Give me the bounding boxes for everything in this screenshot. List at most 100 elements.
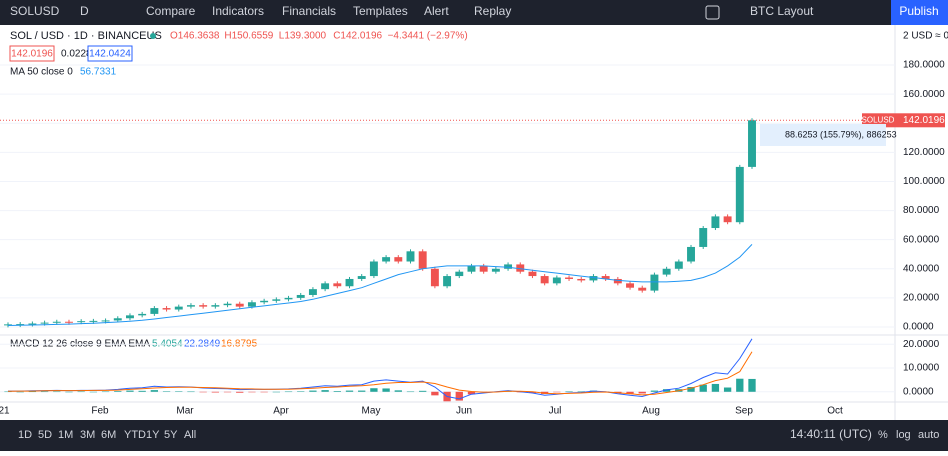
ohlc-value: C142.0196	[333, 31, 382, 42]
toolbar-item[interactable]: Alert	[424, 4, 449, 18]
histogram-bar	[736, 378, 744, 392]
ma-value: 56.7331	[80, 67, 117, 78]
toolbar-item[interactable]: Compare	[146, 4, 196, 18]
checkbox[interactable]	[705, 5, 720, 20]
candle	[626, 283, 634, 288]
histogram-bar	[138, 390, 146, 392]
bid-box	[9, 45, 55, 62]
candle	[40, 322, 49, 324]
range-button[interactable]: YTD	[124, 429, 146, 441]
candle	[89, 320, 98, 322]
clock: 14:40:11 (UTC)	[790, 427, 872, 441]
candle	[479, 265, 488, 272]
range-button[interactable]: 3M	[80, 429, 95, 441]
candle	[16, 324, 25, 326]
candle	[516, 264, 525, 272]
scale-option[interactable]: %	[878, 429, 888, 441]
histogram-bar	[687, 387, 695, 392]
candle	[4, 324, 12, 326]
histogram-bar	[723, 387, 732, 392]
price-tag-label: 142.0196	[903, 115, 945, 126]
candle	[65, 321, 73, 323]
candle	[577, 278, 586, 281]
candle	[394, 257, 403, 262]
candle	[199, 305, 208, 307]
histogram-bar	[553, 391, 561, 393]
time-label: Aug	[642, 406, 660, 417]
histogram-bar	[419, 390, 427, 392]
candle	[735, 166, 744, 223]
toolbar-item[interactable]: Replay	[474, 4, 511, 18]
candle	[552, 277, 561, 284]
scale-option[interactable]: auto	[918, 429, 939, 441]
range-button[interactable]: 1Y	[146, 429, 160, 441]
candle	[28, 323, 37, 325]
histogram-bar	[565, 391, 573, 392]
ohlc-value: L139.3000	[279, 31, 327, 42]
candle	[565, 277, 574, 279]
candle	[308, 289, 317, 295]
candle	[101, 320, 110, 322]
candle	[601, 276, 610, 279]
candle	[748, 120, 756, 167]
candle	[223, 303, 232, 306]
histogram-bar	[394, 390, 402, 392]
histogram-bar	[297, 391, 305, 392]
histogram-bar	[89, 391, 98, 393]
currency-label[interactable]: 2 USD ≈ 0	[903, 31, 948, 42]
candle	[369, 261, 378, 277]
y-tick-label: 100.0000	[903, 176, 945, 187]
publish-button[interactable]	[891, 0, 948, 25]
candle	[504, 264, 513, 269]
candle	[162, 308, 171, 310]
candle	[77, 321, 86, 323]
histogram-bar	[40, 391, 49, 393]
ma-label: MA 50 close 0	[10, 67, 73, 78]
histogram-bar	[662, 389, 671, 392]
range-button[interactable]: All	[184, 429, 196, 441]
candle	[711, 216, 720, 229]
candle	[52, 321, 61, 323]
histogram-bar	[28, 391, 37, 393]
symbol-tag-label: SOLUSD	[862, 115, 895, 124]
y-tick-label: 180.0000	[903, 60, 945, 71]
y-tick-label: 120.0000	[903, 147, 945, 158]
scale-option[interactable]: log	[896, 429, 911, 441]
candle	[528, 271, 537, 277]
range-button[interactable]: 5D	[38, 429, 52, 441]
candle	[247, 302, 256, 307]
candle	[589, 276, 598, 281]
y-tick-label: 60.0000	[903, 234, 940, 245]
measure-text: 88.6253 (155.79%), 886253	[785, 129, 897, 139]
candle	[333, 283, 342, 287]
toolbar	[0, 0, 948, 25]
range-button[interactable]: 1M	[58, 429, 73, 441]
interval[interactable]: D	[80, 4, 89, 18]
layout-name[interactable]: BTC Layout	[750, 4, 814, 18]
candle	[540, 276, 549, 284]
histogram-bar	[77, 391, 85, 393]
histogram-bar	[101, 391, 110, 393]
histogram-bar	[236, 391, 244, 393]
toolbar-item[interactable]: Financials	[282, 4, 336, 18]
time-label: Jul	[549, 406, 562, 417]
candle	[235, 303, 244, 307]
histogram-bar	[748, 378, 756, 392]
symbol[interactable]: SOLUSD	[10, 4, 60, 18]
candle	[406, 251, 415, 262]
candle	[699, 228, 708, 247]
toolbar-item[interactable]: Templates	[353, 4, 408, 18]
histogram-bar	[626, 391, 634, 394]
toolbar-item[interactable]: Indicators	[212, 4, 264, 18]
histogram-bar	[4, 391, 12, 393]
range-button[interactable]: 6M	[101, 429, 116, 441]
candle	[723, 216, 732, 223]
histogram-bar	[260, 391, 268, 393]
range-button[interactable]: 1D	[18, 429, 32, 441]
spread: 0.0228	[61, 49, 92, 60]
candle	[284, 297, 293, 300]
candle	[138, 313, 147, 316]
range-button[interactable]: 5Y	[164, 429, 178, 441]
candle	[467, 265, 476, 272]
symbol-tag	[862, 113, 895, 128]
